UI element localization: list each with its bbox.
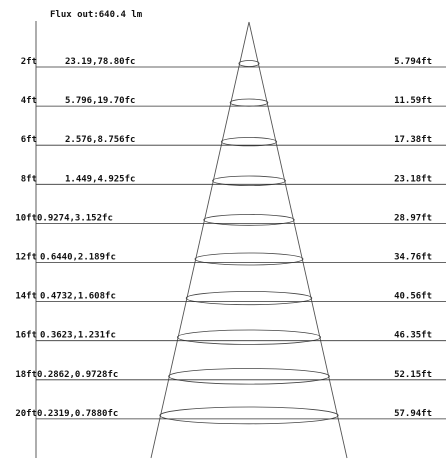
illuminance-label: 0.6440,2.189fc [40,253,116,263]
illuminance-label: 23.19,78.80fc [65,57,135,67]
beam-ellipse [185,291,313,306]
beam-ellipse [203,214,295,226]
distance-label: 18ft [15,370,37,380]
beam-diameter-label: 17.38ft [394,135,432,145]
distance-row: 12ft 0.6440,2.189fc 34.76ft [15,253,446,266]
distance-label: 6ft [21,135,37,145]
distance-label: 10ft [15,213,37,223]
distance-label: 12ft [15,253,37,263]
cone-left-edge [150,21,250,459]
distance-row: 2ft 23.19,78.80fc 5.794ft [21,57,446,68]
illuminance-label: 0.3623,1.231fc [40,331,116,341]
distance-label: 4ft [21,96,37,106]
distance-row: 14ft 0.4732,1.608fc 40.56ft [15,291,446,306]
beam-ellipse [238,60,260,67]
distance-row: 8ft 1.449,4.925fc 23.18ft [21,174,446,187]
distance-row: 16ft 0.3623,1.231fc 46.35ft [15,329,446,345]
distance-label: 2ft [21,57,37,67]
beam-ellipse [176,329,322,345]
illuminance-label: 0.4732,1.608fc [40,292,116,302]
beam-ellipse [159,406,339,425]
distance-label: 8ft [21,174,37,184]
distance-label: 20ft [15,409,37,419]
distance-row: 10ft 0.9274,3.152fc 28.97ft [15,213,446,226]
beam-diameter-label: 46.35ft [394,331,432,341]
cone-right-edge [248,21,348,459]
beam-diameter-label: 28.97ft [394,213,432,223]
beam-ellipse [229,98,269,107]
beam-diameter-label: 57.94ft [394,409,432,419]
beam-diameter-label: 40.56ft [394,292,432,302]
distance-row: 6ft 2.576,8.756fc 17.38ft [21,135,446,147]
distance-row: 18ft 0.2862,0.9728fc 52.15ft [15,368,446,385]
distance-label: 14ft [15,292,37,302]
beam-diameter-label: 11.59ft [394,96,432,106]
illuminance-label: 5.796,19.70fc [65,96,135,106]
distance-label: 16ft [15,331,37,341]
beam-diameter-label: 23.18ft [394,174,432,184]
distance-row: 20ft 0.2319,0.7880fc 57.94ft [15,406,446,425]
beam-ellipse [194,252,304,266]
beam-ellipse [212,175,286,187]
illuminance-label: 2.576,8.756fc [65,135,135,145]
beam-diameter-label: 52.15ft [394,370,432,380]
illuminance-label: 0.9274,3.152fc [37,213,113,223]
beam-diameter-label: 34.76ft [394,253,432,263]
illuminance-label: 1.449,4.925fc [65,174,135,184]
illuminance-label: 0.2862,0.9728fc [37,370,118,380]
beam-ellipse [220,137,278,147]
flux-title: Flux out:640.4 lm [50,10,143,20]
beam-cone [150,21,348,459]
illuminance-label: 0.2319,0.7880fc [37,409,118,419]
distance-row: 4ft 5.796,19.70fc 11.59ft [21,96,446,107]
distance-rows: 2ft 23.19,78.80fc 5.794ft 4ft 5.796,19.70fc 1… [15,57,446,425]
beam-ellipse [168,368,330,385]
beam-diameter-label: 5.794ft [394,57,432,67]
